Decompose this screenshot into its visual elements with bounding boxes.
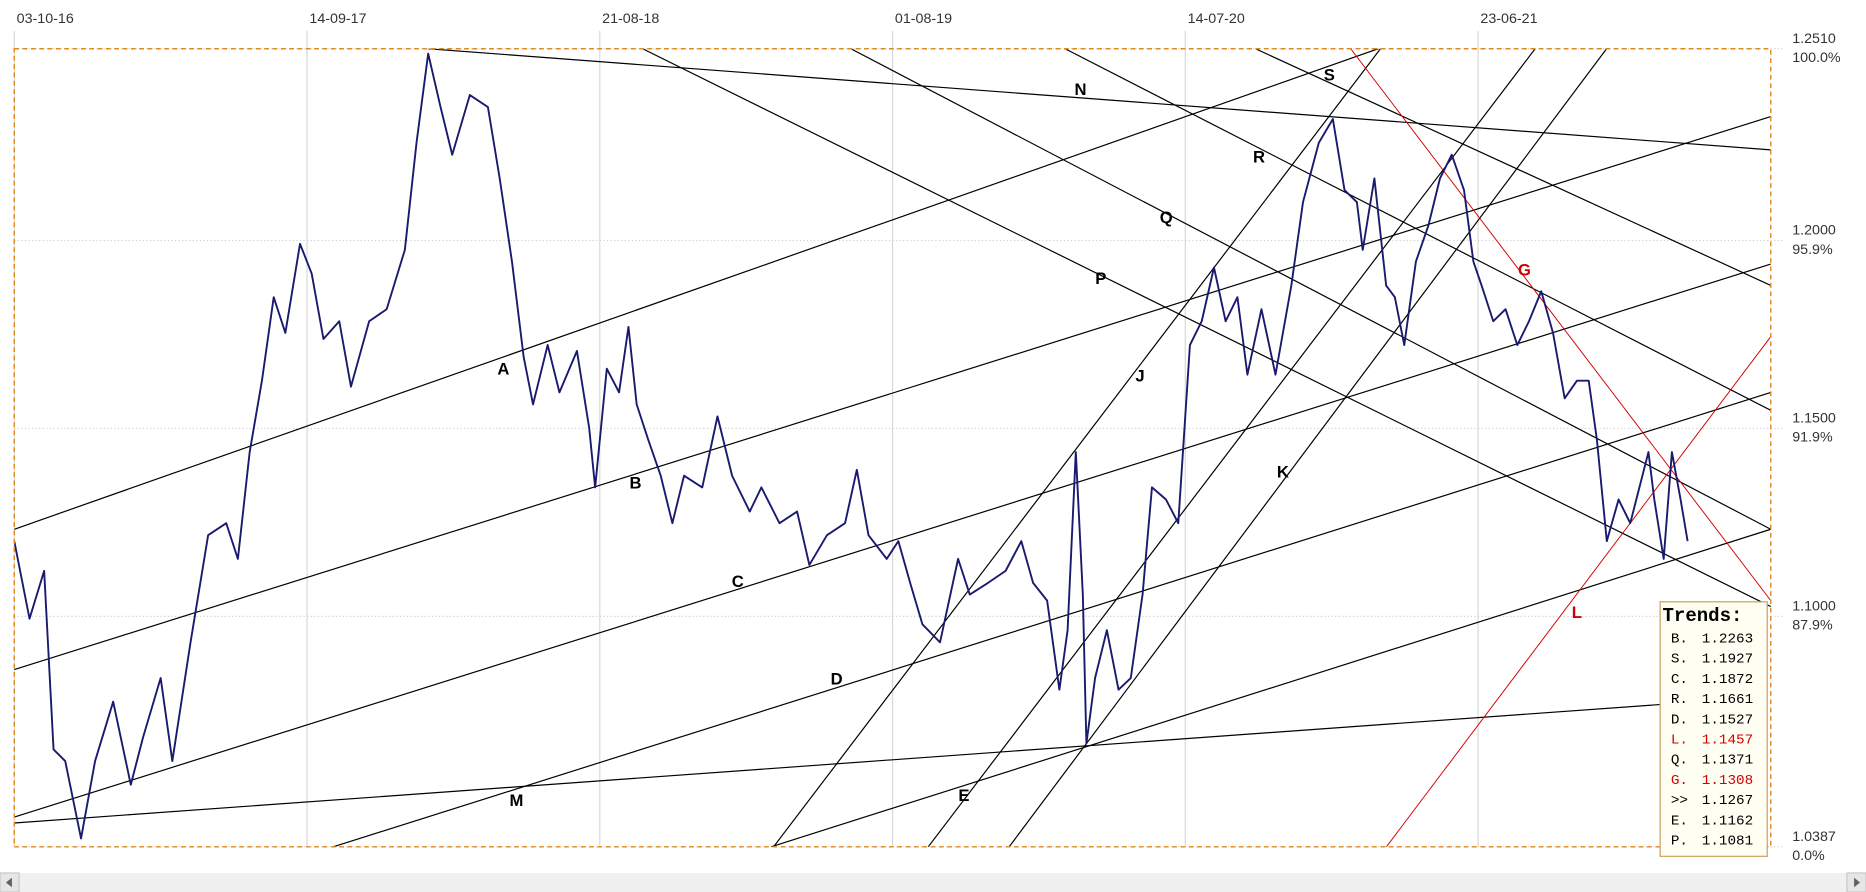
trend-line xyxy=(1008,48,1608,847)
trend-row-value: 1.1162 xyxy=(1702,813,1753,829)
trends-title: Trends: xyxy=(1663,605,1743,627)
trend-row-value: 1.1527 xyxy=(1702,712,1753,728)
grid xyxy=(13,30,1786,848)
trend-line xyxy=(428,48,1771,151)
trend-line-red xyxy=(1350,48,1771,601)
trend-letter: L xyxy=(1572,603,1582,622)
price-line xyxy=(14,52,1689,840)
trend-row-label: P. xyxy=(1671,834,1688,850)
scroll-left-arrow xyxy=(5,877,12,888)
trend-line xyxy=(642,48,1771,608)
y-tick-label: 1.2510 xyxy=(1792,31,1836,47)
scroll-right-arrow xyxy=(1854,877,1861,888)
trend-letter: G xyxy=(1518,261,1531,280)
y-percent-label: 91.9% xyxy=(1792,430,1833,446)
trend-line xyxy=(773,48,1381,847)
trends-box: Trends: B. 1.2263 S. 1.1927 C. 1.1872 R. 1.1661… xyxy=(1659,601,1768,857)
trend-line xyxy=(14,115,1771,671)
trend-line xyxy=(14,48,1379,530)
trend-row-value: 1.2263 xyxy=(1702,631,1753,647)
x-tick-label: 14-09-17 xyxy=(309,11,366,27)
trend-row-value: 1.1927 xyxy=(1702,652,1753,668)
x-tick-label: 03-10-16 xyxy=(17,11,74,27)
y-tick-label: 1.1000 xyxy=(1792,599,1836,615)
trend-row-label: E. xyxy=(1671,813,1688,829)
trend-row-label: G. xyxy=(1671,773,1688,789)
trend-lines xyxy=(14,48,1771,847)
trend-line xyxy=(850,48,1771,530)
trend-row-label: C. xyxy=(1671,672,1688,688)
y-tick-label: 1.1500 xyxy=(1792,411,1836,427)
trend-row-label: >> xyxy=(1671,793,1688,809)
trend-letter: M xyxy=(510,791,524,810)
x-tick-label: 01-08-19 xyxy=(895,11,952,27)
trend-line xyxy=(333,391,1771,847)
trend-row-value: 1.1457 xyxy=(1702,733,1753,749)
trend-line xyxy=(14,263,1771,818)
x-tick-label: 23-06-21 xyxy=(1480,11,1537,27)
trend-letter: R xyxy=(1253,148,1265,167)
trend-row-label: L. xyxy=(1671,733,1688,749)
scrollbar-track xyxy=(0,872,1866,892)
y-percent-label: 95.9% xyxy=(1792,242,1833,258)
trend-letter: D xyxy=(831,670,843,689)
trend-row-label: S. xyxy=(1671,652,1688,668)
trend-line xyxy=(1064,48,1771,411)
trend-letter: A xyxy=(497,359,509,378)
x-tick-label: 14-07-20 xyxy=(1188,11,1245,27)
scrollbar[interactable] xyxy=(0,872,1866,892)
labels: 03-10-16 14-09-17 21-08-18 01-08-19 14-07-20… xyxy=(17,11,1841,864)
plot-border xyxy=(13,48,1772,848)
trend-letter: S xyxy=(1324,66,1335,85)
trend-row-value: 1.1371 xyxy=(1702,753,1753,769)
trend-letter: P xyxy=(1095,269,1106,288)
trend-line xyxy=(770,528,1771,847)
trend-row-label: R. xyxy=(1671,692,1688,708)
trend-row-value: 1.1308 xyxy=(1702,773,1753,789)
trend-row-label: D. xyxy=(1671,712,1688,728)
trend-letter: J xyxy=(1135,366,1144,385)
trend-letter: E xyxy=(958,786,969,805)
trend-letter: B xyxy=(629,473,641,492)
trend-line xyxy=(14,703,1667,824)
trend-row-value: 1.1267 xyxy=(1702,793,1753,809)
trend-letter: K xyxy=(1277,463,1289,482)
trends-box-frame xyxy=(1659,601,1768,857)
trend-row-label: Q. xyxy=(1671,753,1688,769)
trend-line-red xyxy=(1386,336,1771,847)
y-percent-label: 100.0% xyxy=(1792,50,1841,66)
y-tick-label: 1.0387 xyxy=(1792,829,1836,845)
trend-row-value: 1.1081 xyxy=(1702,834,1753,850)
trend-row-label: B. xyxy=(1671,631,1688,647)
series-layer xyxy=(14,52,1689,840)
x-tick-label: 21-08-18 xyxy=(602,11,659,27)
trend-letter: C xyxy=(732,572,744,591)
trend-letter: N xyxy=(1075,80,1087,99)
trend-letter: Q xyxy=(1160,208,1173,227)
y-tick-label: 1.2000 xyxy=(1792,223,1836,239)
y-percent-label: 87.9% xyxy=(1792,618,1833,634)
trend-line xyxy=(1255,48,1771,286)
trend-line xyxy=(927,48,1536,847)
trend-row-value: 1.1661 xyxy=(1702,692,1753,708)
y-percent-label: 0.0% xyxy=(1792,848,1825,864)
trend-row-value: 1.1872 xyxy=(1702,672,1753,688)
